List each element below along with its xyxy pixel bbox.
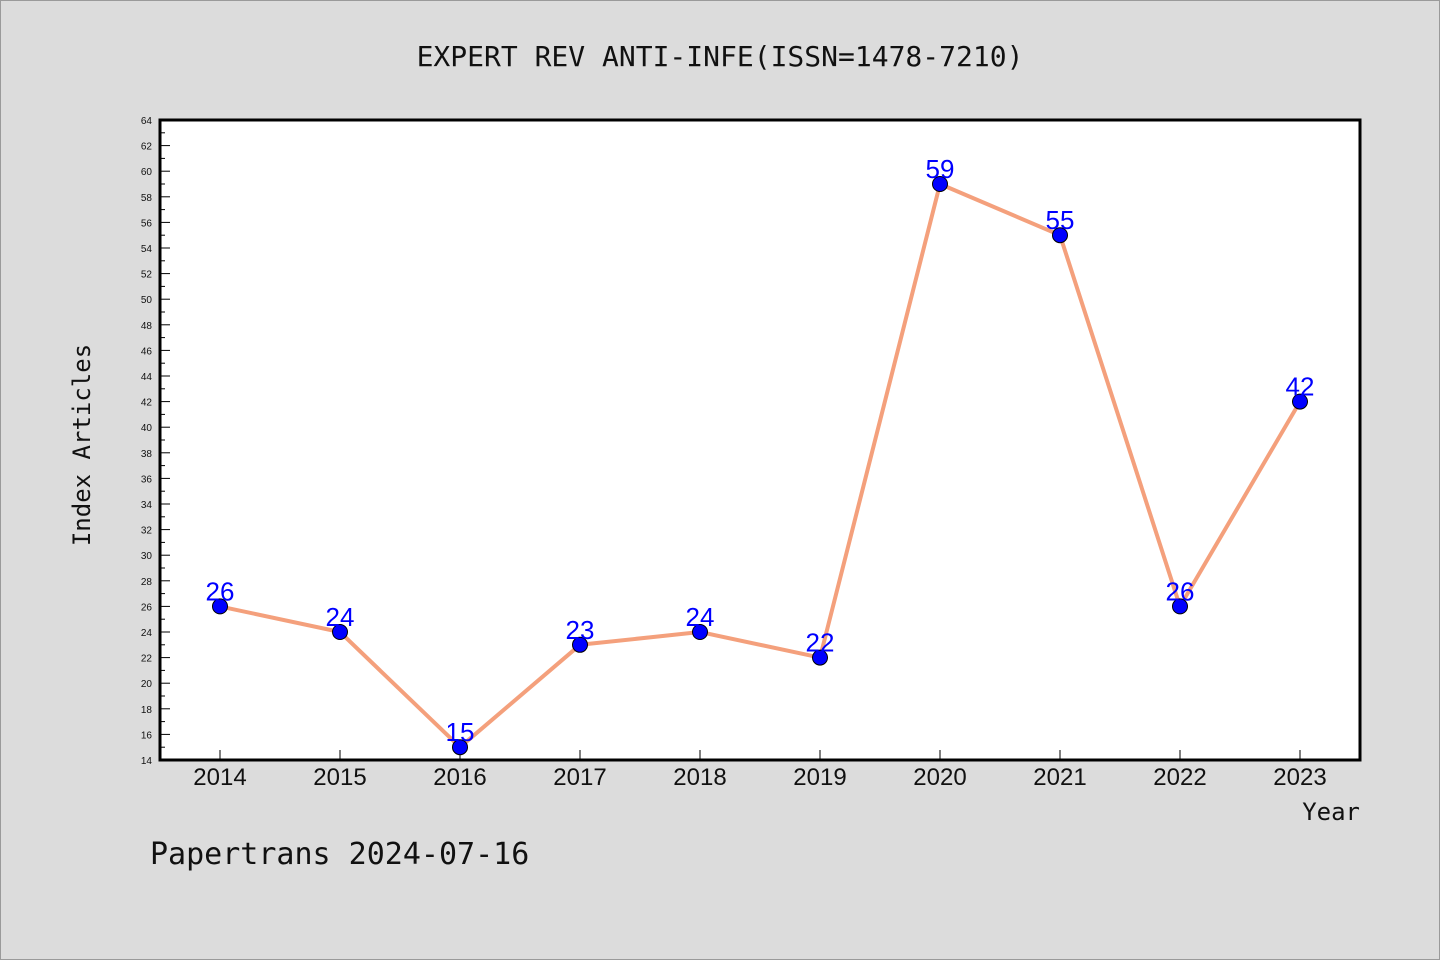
y-tick-label: 28 [141,577,153,588]
chart-title: EXPERT REV ANTI-INFE(ISSN=1478-7210) [417,40,1024,73]
x-tick-label: 2017 [553,764,606,791]
y-tick-label: 34 [141,500,153,511]
y-tick-label: 54 [141,244,153,255]
y-tick-label: 36 [141,474,153,485]
data-point [452,739,468,756]
y-tick-label: 20 [141,679,153,690]
x-tick-label: 2019 [793,764,846,791]
x-tick-label: 2021 [1033,764,1086,791]
data-label: 55 [1046,205,1075,235]
data-label: 22 [806,628,835,658]
y-tick-label: 18 [141,705,153,716]
x-tick-label: 2014 [193,764,246,791]
data-points [212,176,1308,756]
data-point [692,624,708,640]
y-tick-label: 24 [141,628,153,639]
data-point [932,176,948,192]
data-point [1172,598,1188,615]
data-label: 24 [326,602,355,632]
data-labels: 26 24 15 23 24 22 59 55 26 42 [206,154,1315,747]
y-axis: 14 16 18 20 22 24 26 28 30 32 34 36 38 40 42 44 46 48 50 52… [141,116,170,767]
y-tick-label: 62 [141,142,153,153]
data-label: 59 [926,154,955,184]
data-point [332,624,348,640]
x-tick-label: 2020 [913,764,966,791]
y-tick-label: 44 [141,372,153,383]
y-tick-label: 16 [141,730,153,741]
y-tick-label: 50 [141,295,153,306]
y-tick-label: 46 [141,346,153,357]
x-tick-label: 2016 [433,764,486,791]
footer-text: Papertrans 2024-07-16 [150,837,529,872]
x-tick-label: 2018 [673,764,726,791]
data-label: 26 [1166,576,1195,606]
y-tick-label: 40 [141,423,153,434]
data-label: 26 [206,576,235,606]
y-tick-label: 22 [141,654,153,665]
y-tick-label: 38 [141,449,153,460]
y-tick-label: 14 [141,756,153,767]
x-axis-label: Year [1302,798,1360,826]
y-tick-label: 48 [141,321,153,332]
data-label: 42 [1286,372,1315,402]
x-tick-label: 2015 [313,764,366,791]
data-point [572,636,588,653]
y-tick-label: 64 [141,116,153,127]
data-label: 15 [446,717,475,747]
y-tick-label: 60 [141,167,153,178]
data-point [212,598,228,615]
y-tick-label: 52 [141,270,153,281]
data-point [1292,393,1308,410]
data-point [812,649,828,666]
series-polyline [219,182,1302,750]
data-point [1052,227,1068,244]
y-tick-label: 32 [141,526,153,537]
x-tick-label: 2023 [1273,764,1326,791]
plot-area [158,118,1362,762]
x-axis: 2014 2015 2016 2017 2018 2019 2020 2021 2022 2023 [193,750,1327,791]
series-line [219,182,1302,750]
y-tick-label: 42 [141,398,153,409]
data-label: 23 [566,615,595,645]
y-tick-label: 30 [141,551,153,562]
y-tick-label: 26 [141,602,153,613]
y-tick-label: 58 [141,193,153,204]
data-label: 24 [686,602,715,632]
y-axis-label: Index Articles [68,344,96,546]
y-tick-label: 56 [141,218,153,229]
x-tick-label: 2022 [1153,764,1206,791]
